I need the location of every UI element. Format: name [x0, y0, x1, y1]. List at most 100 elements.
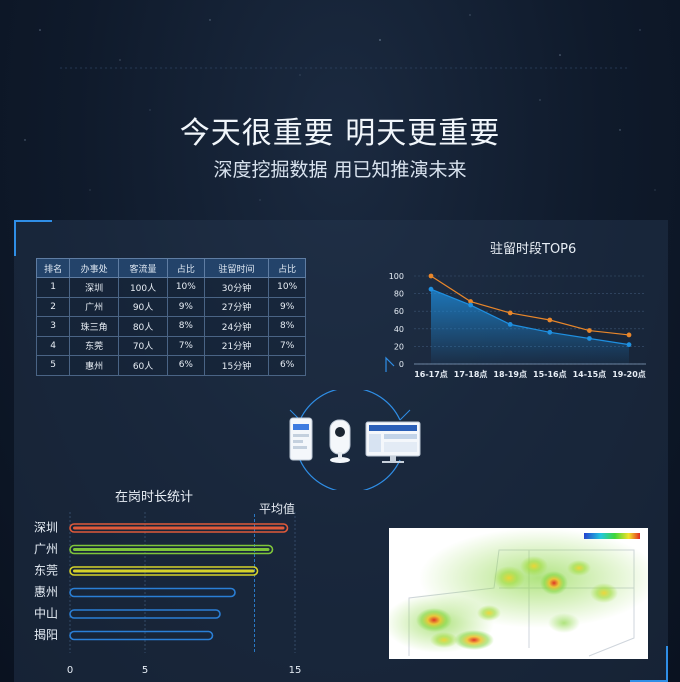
x-tick-label: 17-18点 [454, 369, 488, 379]
table-cell: 30分钟 [203, 277, 270, 298]
bar-category-label: 惠州 [34, 585, 58, 599]
table-cell: 10% [268, 277, 306, 298]
table-header: 驻留时间 [203, 258, 270, 278]
x-tick-label: 14-15点 [573, 369, 607, 379]
series-line [430, 275, 630, 336]
data-point [547, 329, 553, 335]
data-point [428, 273, 434, 279]
table-cell: 60人 [118, 355, 168, 376]
table-row: 3 珠三角 80人 8% 24分钟 8% [35, 316, 306, 337]
data-point [547, 317, 553, 323]
bar-fill [73, 569, 255, 573]
table-cell: 10% [167, 277, 205, 298]
table-header: 办事处 [69, 258, 120, 278]
table-header: 占比 [167, 258, 205, 278]
table-cell: 9% [268, 296, 306, 317]
panel-corner-bottom-right [630, 646, 668, 682]
line-chart-title: 驻留时段TOP6 [490, 242, 577, 257]
data-point [626, 342, 632, 348]
table-cell: 深圳 [69, 277, 120, 298]
bar-fill [73, 548, 270, 551]
table-cell: 2 [35, 296, 71, 317]
table-cell: 24分钟 [203, 316, 270, 337]
bar [69, 544, 274, 555]
table-cell: 15分钟 [203, 355, 270, 376]
table-row: 1 深圳 100人 10% 30分钟 10% [35, 277, 306, 298]
camera-icon [329, 419, 351, 463]
monitor-icon [365, 421, 421, 463]
x-tick-label: 18-19点 [493, 369, 527, 379]
table-cell: 70人 [118, 335, 168, 356]
phone-icon [289, 417, 313, 461]
table-header: 排名 [35, 258, 71, 278]
table-cell: 4 [35, 335, 71, 356]
table-cell: 广州 [69, 296, 120, 317]
data-point [428, 286, 434, 292]
x-tick-label: 16-17点 [414, 369, 448, 379]
table-cell: 8% [167, 316, 205, 337]
table-cell: 6% [268, 355, 306, 376]
data-point [626, 332, 632, 338]
hero-title: 今天很重要 明天更重要 [179, 116, 501, 151]
floor-heatmap [389, 528, 648, 659]
table-header: 占比 [268, 258, 306, 278]
bar [69, 587, 236, 598]
panel-corner-top-left [14, 220, 52, 256]
table-cell: 80人 [118, 316, 168, 337]
table-cell: 100人 [118, 277, 168, 298]
y-tick-label: 40 [394, 325, 404, 334]
bar-category-label: 中山 [34, 606, 58, 621]
y-tick-label: 80 [394, 290, 404, 299]
bar [69, 566, 259, 576]
table-row: 2 广州 90人 9% 27分钟 9% [35, 296, 306, 317]
y-tick-label: 20 [394, 342, 404, 351]
y-tick-label: 100 [389, 272, 404, 281]
table-row: 4 东莞 70人 7% 21分钟 7% [35, 335, 306, 356]
y-tick-label: 0 [399, 360, 404, 369]
table-cell: 惠州 [69, 355, 120, 376]
table-cell: 东莞 [69, 335, 120, 356]
bar-category-label: 广州 [34, 542, 58, 556]
x-tick-label: 15-16点 [533, 369, 567, 379]
data-point [468, 302, 473, 308]
dwell-time-line-chart: 0 20 40 60 80 100 16-17点 17-18点 18-19点 15-16点 14-1… [385, 272, 646, 379]
bar [69, 609, 221, 619]
table-cell: 7% [268, 335, 306, 356]
heatmap-color-scale [584, 533, 640, 539]
table-cell: 5 [35, 355, 71, 376]
data-point [507, 322, 513, 327]
table-cell: 27分钟 [203, 296, 270, 317]
bar-category-label: 揭阳 [34, 627, 58, 642]
table-cell: 3 [35, 316, 71, 337]
table-cell: 珠三角 [69, 316, 120, 337]
heatmap-image [389, 528, 648, 659]
bar-fill [73, 526, 285, 530]
x-tick-label: 0 [67, 665, 73, 676]
devices-illustration [289, 390, 421, 490]
bar [69, 523, 289, 533]
data-point [507, 310, 513, 316]
table-header-row: 排名 办事处 客流量 占比 驻留时间 占比 [35, 258, 306, 278]
data-point [587, 328, 592, 333]
data-point [587, 336, 592, 341]
table-header: 客流量 [118, 258, 168, 278]
series-area [431, 289, 629, 364]
table-cell: 6% [167, 355, 205, 376]
table-cell: 90人 [118, 296, 168, 317]
data-point [468, 299, 473, 304]
table-row: 5 惠州 60人 6% 15分钟 6% [35, 355, 306, 376]
table-cell: 8% [268, 316, 306, 337]
table-cell: 7% [167, 335, 205, 356]
table-cell: 9% [167, 296, 205, 317]
average-label: 平均值 [259, 502, 296, 516]
y-tick-label: 60 [394, 307, 404, 316]
hero-subtitle: 深度挖掘数据 用已知推演未来 [213, 159, 467, 181]
bar-category-label: 深圳 [34, 521, 58, 535]
ranking-table: 排名 办事处 客流量 占比 驻留时间 占比 1 深圳 100人 10% 30分钟… [35, 258, 306, 376]
bar-category-label: 东莞 [34, 564, 58, 578]
series-line [430, 288, 630, 346]
table-cell: 1 [35, 277, 71, 298]
bar [69, 630, 214, 641]
